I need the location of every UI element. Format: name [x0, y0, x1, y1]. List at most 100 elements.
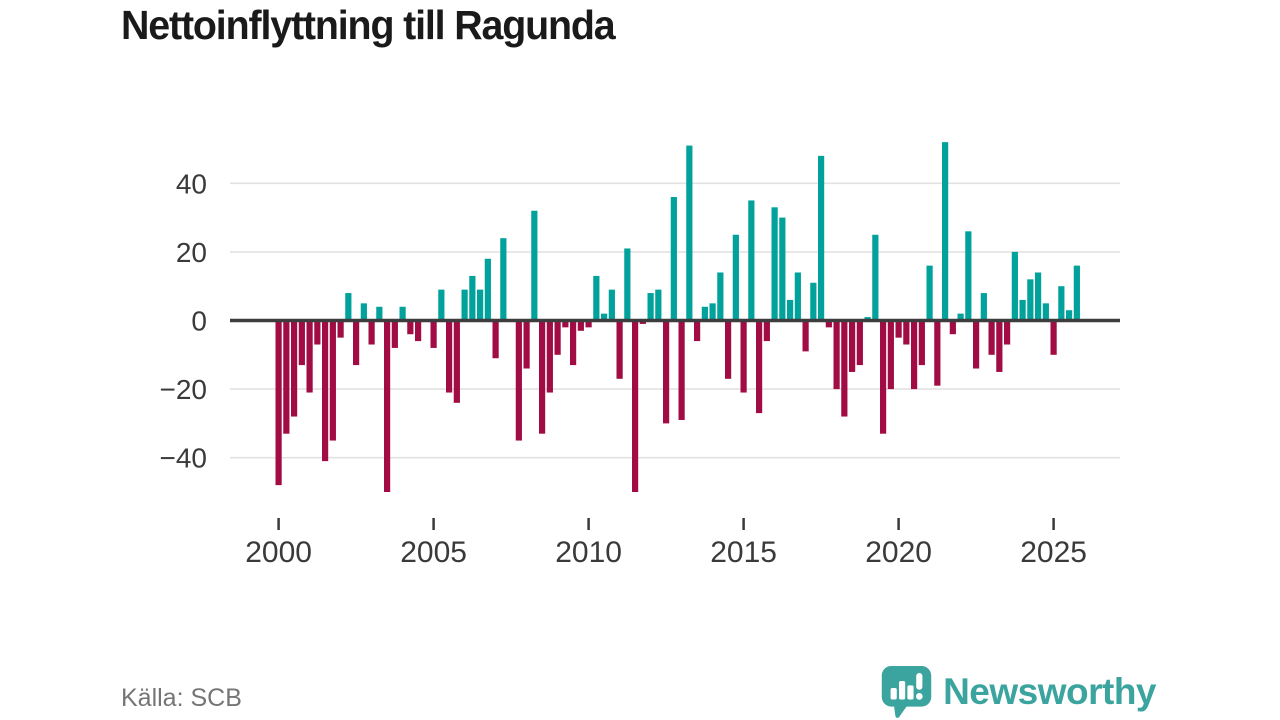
- bar: [384, 320, 391, 492]
- logo-bar-1: [890, 688, 897, 700]
- bar: [1042, 303, 1049, 321]
- bar: [407, 320, 414, 335]
- y-tick-label: 40: [176, 168, 207, 199]
- brand-logo: Newsworthy: [880, 664, 1156, 720]
- bar: [515, 320, 522, 441]
- bar: [678, 320, 685, 420]
- bar: [918, 320, 925, 366]
- x-tick-label: 2015: [710, 536, 777, 569]
- x-tick-label: 2000: [245, 536, 312, 569]
- bar: [872, 234, 879, 321]
- bar: [601, 313, 608, 321]
- bar: [469, 275, 476, 321]
- bar: [570, 320, 577, 366]
- x-tick-label: 2025: [1020, 536, 1087, 569]
- bar: [477, 289, 484, 321]
- bar: [391, 320, 398, 348]
- bar: [453, 320, 460, 403]
- bar: [988, 320, 995, 355]
- bar: [903, 320, 910, 345]
- bar: [763, 320, 770, 342]
- bar: [694, 320, 701, 342]
- bar: [624, 248, 631, 321]
- bar: [717, 272, 724, 321]
- bar: [686, 145, 693, 321]
- bar: [965, 231, 972, 321]
- bar: [368, 320, 375, 345]
- bar: [1004, 320, 1011, 345]
- bar: [1073, 265, 1080, 321]
- x-tick-label: 2010: [555, 536, 622, 569]
- bar: [740, 320, 747, 393]
- bar: [608, 289, 615, 321]
- logo-exclamation-stem: [916, 673, 923, 690]
- bar: [942, 142, 949, 321]
- bar: [732, 234, 739, 321]
- x-tick-label: 2005: [400, 536, 467, 569]
- bar: [911, 320, 918, 390]
- bar: [709, 303, 716, 321]
- page-title: Nettoinflyttning till Ragunda: [121, 2, 616, 48]
- logo-bar-3: [907, 685, 914, 700]
- bar: [539, 320, 546, 434]
- bar: [376, 306, 383, 321]
- bar: [647, 293, 654, 321]
- bar: [973, 320, 980, 369]
- bar: [934, 320, 941, 386]
- bar: [360, 303, 367, 321]
- bar: [577, 320, 584, 331]
- bar: [825, 320, 832, 328]
- bar: [655, 289, 662, 321]
- bar: [337, 320, 344, 338]
- bar: [841, 320, 848, 417]
- bar: [794, 272, 801, 321]
- logo-bar-2: [899, 680, 906, 700]
- bar: [430, 320, 437, 348]
- bar: [546, 320, 553, 393]
- bar: [779, 217, 786, 321]
- y-tick-label: −40: [160, 443, 208, 474]
- bar: [670, 197, 677, 321]
- bar: [980, 293, 987, 321]
- speech-bubble-shape: [881, 665, 932, 718]
- bar: [1035, 272, 1042, 321]
- bar: [818, 155, 825, 321]
- bar: [802, 320, 809, 352]
- bar: [725, 320, 732, 379]
- bar-chart: 40 20 0 −20 −40 2000 2005 2010 2015 2020 2025: [160, 142, 1120, 569]
- bar: [748, 200, 755, 321]
- bar: [484, 258, 491, 321]
- y-tick-label: 20: [176, 237, 207, 268]
- bar: [1050, 320, 1057, 355]
- bar: [345, 293, 352, 321]
- source-caption: Källa: SCB: [121, 684, 242, 712]
- logo-exclamation-dot: [916, 693, 923, 700]
- bar: [500, 238, 507, 321]
- bar: [461, 289, 468, 321]
- bar: [849, 320, 856, 372]
- bar: [322, 320, 329, 462]
- bar: [1066, 310, 1073, 321]
- bar: [275, 320, 282, 486]
- bar: [298, 320, 305, 366]
- bar: [283, 320, 290, 434]
- bar: [771, 207, 778, 321]
- bar: [1011, 251, 1018, 321]
- bar: [880, 320, 887, 434]
- bar: [446, 320, 453, 393]
- bar: [810, 282, 817, 321]
- bar: [562, 320, 569, 328]
- bar: [585, 320, 592, 328]
- bar: [887, 320, 894, 390]
- bar: [353, 320, 360, 366]
- x-tick-label: 2020: [865, 536, 932, 569]
- bar: [314, 320, 321, 345]
- bar: [787, 299, 794, 321]
- bar: [895, 320, 902, 338]
- bar: [1027, 279, 1034, 321]
- bar: [926, 265, 933, 321]
- bar: [329, 320, 336, 441]
- bar: [531, 210, 538, 321]
- bar: [1058, 286, 1065, 321]
- bar: [856, 320, 863, 366]
